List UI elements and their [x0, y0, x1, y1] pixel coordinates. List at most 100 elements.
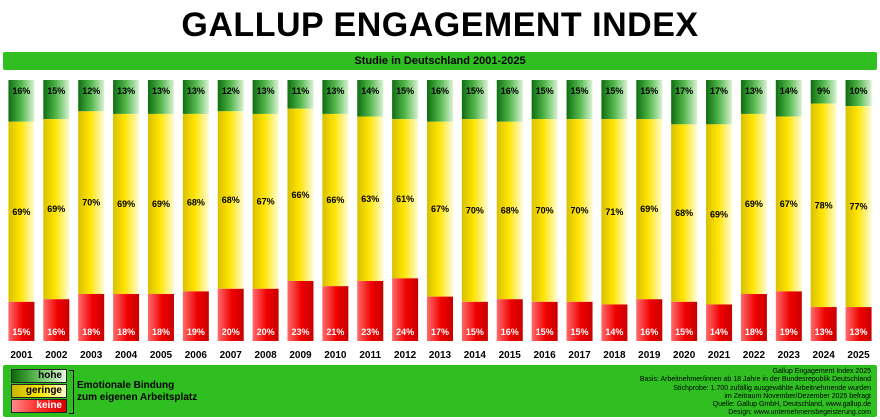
info-line-3: Stichprobe: 1.700 zufällig ausgewählte A…	[673, 384, 871, 392]
bar-keine-2011	[357, 280, 384, 341]
label-keine-2006: 19%	[187, 327, 205, 337]
label-hohe-2002: 15%	[47, 86, 65, 96]
bar-geringe-2006	[182, 113, 209, 292]
bar-geringe-2010	[322, 113, 349, 287]
label-keine-2022: 18%	[745, 327, 763, 337]
bar-hohe-2007	[217, 80, 244, 112]
bar-hohe-2013	[427, 80, 453, 122]
label-keine-2003: 18%	[82, 327, 100, 337]
bar-hohe-2014	[461, 80, 488, 120]
info-line-4: im Zeitraum November/Dezember 2025 befra…	[724, 392, 871, 400]
x-tick-2007: 2007	[220, 350, 243, 361]
label-keine-2004: 18%	[117, 327, 135, 337]
label-geringe-2015: 68%	[501, 206, 519, 216]
label-hohe-2013: 16%	[431, 86, 449, 96]
legend-line-1: Emotionale Bindung	[77, 380, 175, 391]
label-keine-2016: 15%	[536, 327, 554, 337]
bar-hohe-2020	[671, 80, 698, 125]
bar-geringe-2024	[810, 103, 837, 308]
label-hohe-2004: 13%	[117, 86, 135, 96]
x-tick-2012: 2012	[394, 350, 417, 361]
label-geringe-2021: 69%	[710, 209, 728, 219]
label-hohe-2006: 13%	[187, 86, 205, 96]
bar-hohe-2004	[113, 80, 140, 114]
bar-geringe-2014	[461, 119, 488, 302]
label-hohe-2020: 17%	[675, 86, 693, 96]
bar-hohe-2012	[392, 80, 419, 120]
bar-keine-2022	[740, 294, 767, 341]
legend-line-2: zum eigenen Arbeitsplatz	[77, 392, 198, 403]
label-geringe-2020: 68%	[675, 208, 693, 218]
label-geringe-2002: 69%	[47, 204, 65, 214]
label-geringe-2009: 66%	[291, 190, 309, 200]
x-tick-2005: 2005	[150, 350, 173, 361]
label-geringe-2016: 70%	[536, 206, 554, 216]
label-geringe-2019: 69%	[640, 204, 658, 214]
bar-keine-2015	[496, 299, 523, 341]
chart-title: GALLUP ENGAGEMENT INDEX	[181, 6, 699, 44]
label-hohe-2003: 12%	[82, 86, 100, 96]
bar-geringe-2019	[636, 119, 663, 300]
label-keine-2012: 24%	[396, 327, 414, 337]
footer-bar: hohe geringe keine Emotionale Bindung zu…	[3, 365, 877, 417]
label-geringe-2018: 71%	[605, 207, 623, 217]
legend-keine: keine	[11, 399, 67, 413]
label-geringe-2011: 63%	[361, 194, 379, 204]
label-geringe-2022: 69%	[745, 199, 763, 209]
label-hohe-2015: 16%	[501, 86, 519, 96]
label-keine-2014: 15%	[466, 327, 484, 337]
x-tick-2006: 2006	[185, 350, 208, 361]
label-geringe-2025: 77%	[850, 202, 868, 212]
bar-keine-2005	[147, 294, 174, 341]
bar-keine-2014	[461, 301, 488, 341]
bar-keine-2007	[217, 288, 244, 341]
label-hohe-2011: 14%	[361, 86, 379, 96]
bar-keine-2021	[706, 304, 733, 341]
label-keine-2018: 14%	[605, 327, 623, 337]
info-line-5: Quelle: Gallup GmbH, Deutschland, www.ga…	[712, 401, 871, 409]
stacked-bar-chart: 16% 69% 15% 15% 69% 16% 12% 70% 18% 13% 69% 18% 13% 6…	[8, 80, 872, 361]
label-keine-2013: 17%	[431, 327, 449, 337]
bar-hohe-2005	[147, 80, 174, 114]
x-tick-2016: 2016	[534, 350, 557, 361]
label-keine-2019: 16%	[640, 327, 658, 337]
label-keine-2025: 13%	[850, 327, 868, 337]
x-tick-2003: 2003	[80, 350, 103, 361]
bar-keine-2025	[845, 307, 872, 341]
label-hohe-2019: 15%	[640, 86, 658, 96]
x-tick-2002: 2002	[45, 350, 68, 361]
bar-keine-2018	[601, 304, 628, 341]
bar-hohe-2024	[810, 80, 837, 104]
bar-hohe-2017	[566, 80, 593, 120]
x-tick-2010: 2010	[324, 350, 347, 361]
bar-geringe-2007	[217, 111, 244, 289]
label-geringe-2008: 67%	[257, 196, 275, 206]
bar-hohe-2015	[496, 80, 523, 122]
label-hohe-2016: 15%	[536, 86, 554, 96]
label-keine-2020: 15%	[675, 327, 693, 337]
label-keine-2007: 20%	[222, 327, 240, 337]
x-tick-2024: 2024	[813, 350, 836, 361]
bar-keine-2017	[566, 301, 593, 341]
bar-keine-2009	[287, 280, 314, 341]
bar-geringe-2021	[706, 124, 733, 305]
label-keine-2011: 23%	[361, 327, 379, 337]
bar-geringe-2004	[113, 113, 140, 295]
x-tick-2013: 2013	[429, 350, 452, 361]
x-tick-2015: 2015	[499, 350, 522, 361]
label-hohe-2012: 15%	[396, 86, 414, 96]
bar-keine-2004	[113, 294, 140, 341]
bar-hohe-2006	[182, 80, 209, 114]
bar-geringe-2023	[775, 116, 802, 292]
bar-geringe-2025	[845, 106, 872, 308]
bar-geringe-2005	[147, 113, 174, 295]
bar-geringe-2003	[78, 111, 105, 295]
study-info: Gallup Engagement Index 2025 Basis: Arbe…	[640, 368, 871, 418]
bar-geringe-2008	[252, 113, 279, 289]
bar-keine-2001	[8, 301, 35, 341]
label-geringe-2012: 61%	[396, 194, 414, 204]
label-keine-2024: 13%	[815, 327, 833, 337]
label-geringe-2004: 69%	[117, 199, 135, 209]
label-geringe-2003: 70%	[82, 198, 100, 208]
label-geringe-2017: 70%	[571, 206, 589, 216]
